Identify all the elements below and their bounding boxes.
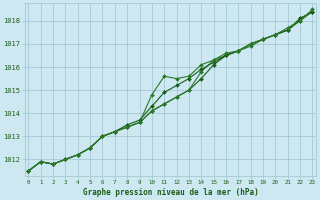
X-axis label: Graphe pression niveau de la mer (hPa): Graphe pression niveau de la mer (hPa) <box>83 188 258 197</box>
